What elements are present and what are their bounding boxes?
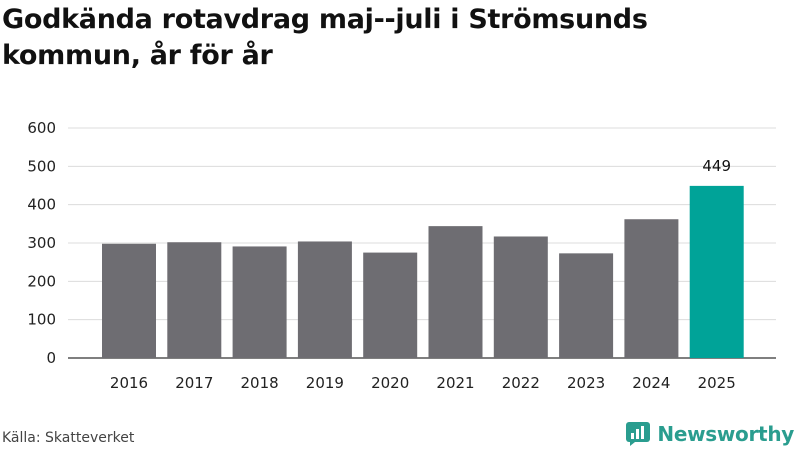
newsworthy-logo-icon (626, 422, 651, 446)
bar-2022 (493, 236, 548, 358)
bar-2016 (102, 243, 156, 358)
x-tick-label: 2017 (175, 374, 213, 392)
bar-2023 (559, 253, 614, 358)
bar-2019 (297, 241, 352, 358)
y-tick-label: 600 (27, 119, 56, 137)
x-tick-label: 2023 (567, 374, 605, 392)
x-tick-label: 2022 (502, 374, 540, 392)
x-axis: 2016 2017 2018 2019 2020 2021 2022 2023 2024 2025 (110, 374, 736, 392)
x-tick-label: 2025 (698, 374, 736, 392)
bar-2020 (363, 252, 418, 358)
bar-chart: 0 100 200 300 400 500 600 2016 2017 2018 2019 2020… (27, 119, 776, 392)
bar-2018 (232, 246, 287, 358)
brand-logo: Newsworthy (625, 420, 794, 448)
x-tick-label: 2020 (371, 374, 409, 392)
x-tick-label: 2018 (241, 374, 279, 392)
x-tick-label: 2016 (110, 374, 148, 392)
y-tick-label: 500 (27, 157, 56, 175)
x-tick-label: 2024 (632, 374, 670, 392)
x-tick-label: 2019 (306, 374, 344, 392)
bar-2017 (167, 242, 222, 358)
bars (102, 185, 744, 358)
y-axis: 0 100 200 300 400 500 600 (27, 119, 56, 367)
source-note: Källa: Skatteverket (2, 430, 135, 446)
brand-name: Newsworthy (657, 422, 794, 446)
bar-2025 (689, 185, 744, 358)
bar-2021 (428, 226, 483, 358)
x-tick-label: 2021 (436, 374, 474, 392)
y-tick-label: 400 (27, 196, 56, 214)
bar-2024 (624, 219, 679, 358)
y-tick-label: 0 (46, 349, 56, 367)
data-label-2025: 449 (702, 157, 731, 175)
y-tick-label: 200 (27, 272, 56, 290)
y-tick-label: 100 (27, 311, 56, 329)
chart-title: Godkända rotavdrag maj--juli i Strömsund… (2, 4, 648, 71)
y-tick-label: 300 (27, 234, 56, 252)
data-labels: 449 (702, 157, 731, 175)
